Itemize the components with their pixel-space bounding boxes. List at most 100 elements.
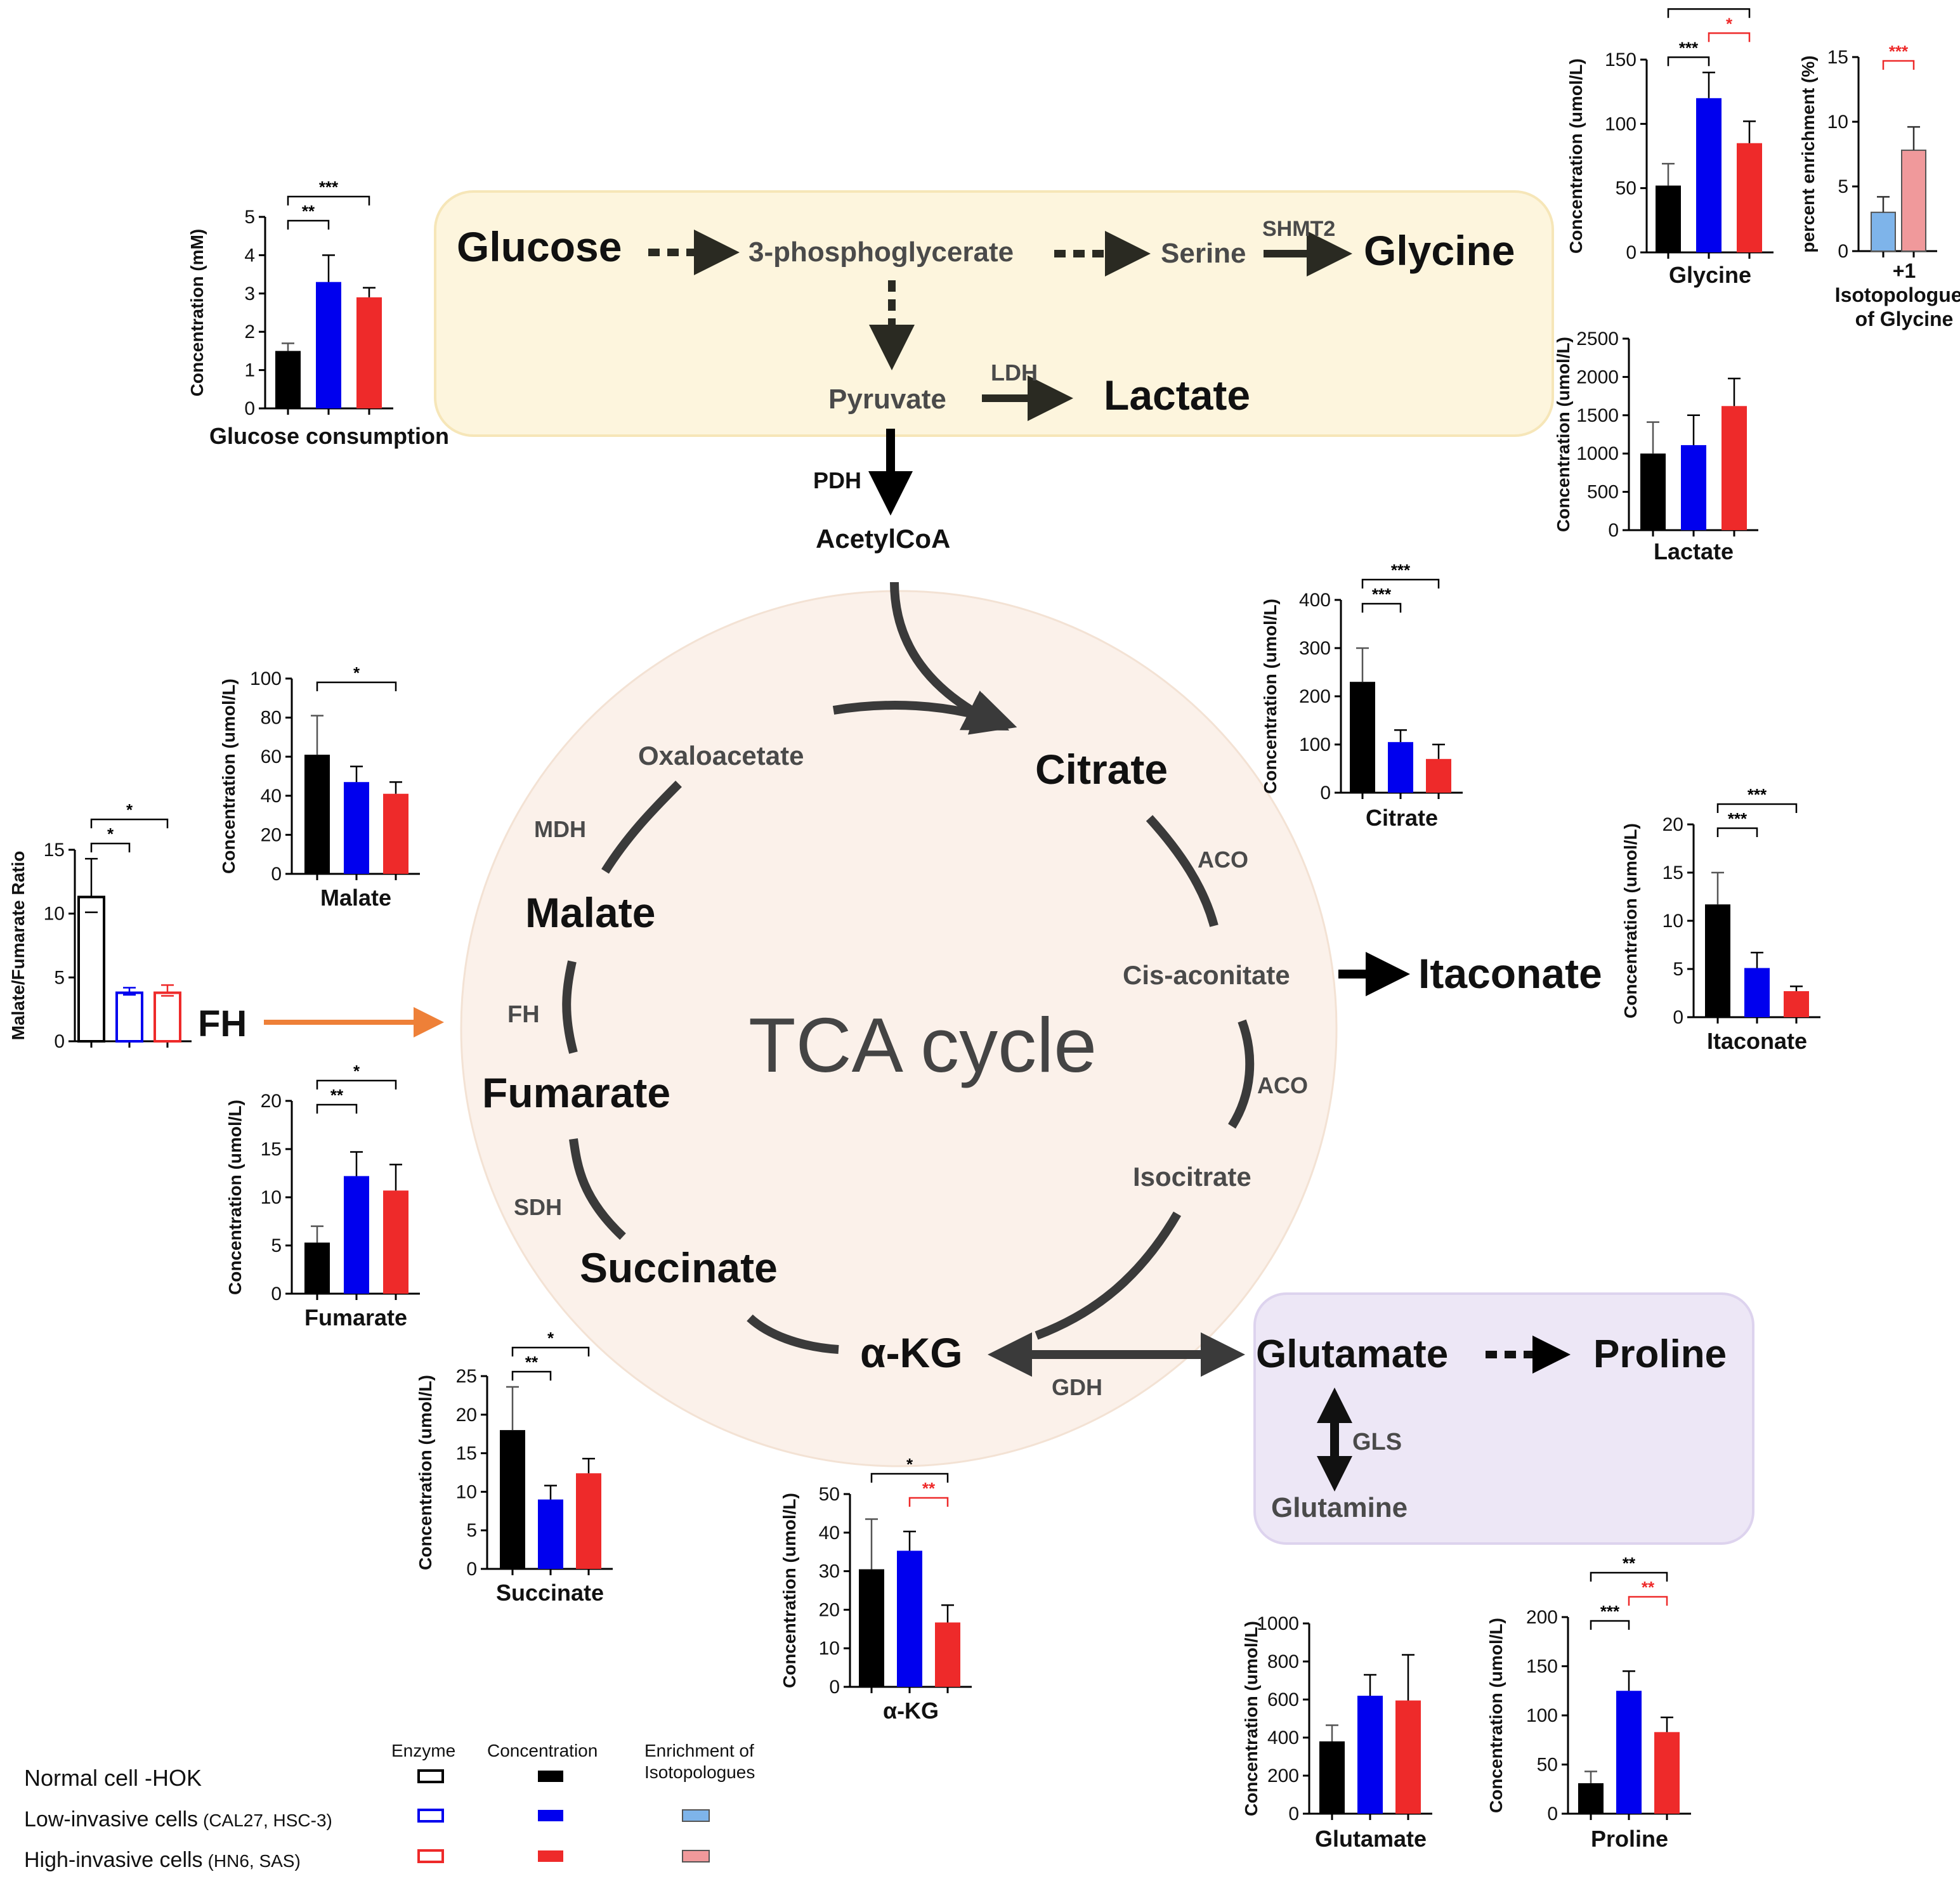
legend-row-high-cells: (HN6, SAS) xyxy=(208,1851,301,1871)
proline-sig-bracket xyxy=(1628,1596,1668,1606)
legend-row-high: High-invasive cells (HN6, SAS) xyxy=(24,1848,301,1872)
malate-sig-bracket xyxy=(316,681,397,691)
legend-swatch-high-enzyme xyxy=(417,1849,444,1863)
fumarate-y-tick-label: 20 xyxy=(261,1091,282,1112)
glycine-sig-bracket xyxy=(1667,8,1751,18)
label-lactate: Lactate xyxy=(1104,372,1250,419)
itaconate-sig-label: *** xyxy=(1748,785,1767,804)
label-malate: Malate xyxy=(525,889,655,936)
citrate-sig-bracket xyxy=(1361,578,1440,588)
malate-sig-label: * xyxy=(353,663,360,682)
label-citrate: Citrate xyxy=(1035,746,1168,793)
proline-bar-0 xyxy=(1578,1783,1604,1814)
ratio-bar-1 xyxy=(115,991,143,1043)
malate-bar-1 xyxy=(344,782,369,874)
ratio-bar-2 xyxy=(154,991,181,1043)
lactate-bar-1 xyxy=(1681,445,1706,530)
akg-sig-label: * xyxy=(906,1455,913,1474)
glutamate-y-label: Concentration (umol/L) xyxy=(1241,1621,1261,1816)
akg-bar-2 xyxy=(935,1622,960,1687)
ratio-y-label: Malate/Fumarate Ratio xyxy=(8,851,28,1041)
citrate-y-tick-label: 100 xyxy=(1299,734,1331,755)
citrate-bar-2 xyxy=(1426,758,1451,793)
ratio-bar-0 xyxy=(77,895,105,1043)
glucose-y-tick-label: 2 xyxy=(244,322,255,342)
label-fumarate: Fumarate xyxy=(482,1069,670,1116)
itaconate-bar-2 xyxy=(1784,991,1809,1017)
proline-sig-bracket xyxy=(1590,1620,1630,1630)
fumarate-sig-label: * xyxy=(353,1062,360,1081)
akg-sig-bracket xyxy=(908,1497,949,1507)
itaconate-sig-bracket xyxy=(1716,803,1798,813)
glycine_iso-title-line: Isotopologues xyxy=(1835,283,1960,306)
label-succinate: Succinate xyxy=(580,1244,778,1291)
chart-glycine-isotopologues: 0 5 10 15 *** percent enrichment (%) +1Isotopo… xyxy=(1798,42,1960,330)
glycine_iso-y-tick-label: 10 xyxy=(1827,112,1848,133)
glycine-y-tick-label: 100 xyxy=(1605,114,1637,134)
proline-sig-bracket xyxy=(1590,1571,1668,1582)
legend-col-enrichment-2: Isotopologues xyxy=(644,1762,755,1782)
legend-row-normal: Normal cell -HOK xyxy=(24,1765,202,1791)
lactate-y-tick-label: 500 xyxy=(1587,482,1619,503)
citrate-bar-0 xyxy=(1350,682,1375,793)
glutamate-y-tick-label: 800 xyxy=(1267,1651,1299,1672)
malate-bar-0 xyxy=(304,755,330,874)
chart-itaconate: 0 5 10 15 20 ****** Concentration (umol/L) Itac… xyxy=(1621,785,1820,1054)
succinate-sig-bracket xyxy=(511,1346,590,1357)
succinate-bar-2 xyxy=(576,1473,601,1569)
citrate-sig-label: *** xyxy=(1391,561,1411,580)
ratio-sig-bracket xyxy=(90,818,169,829)
proline-y-tick-label: 50 xyxy=(1537,1755,1558,1776)
akg-sig-bracket xyxy=(870,1473,949,1483)
malate-y-tick-label: 100 xyxy=(250,668,282,689)
proline-sig-label: ** xyxy=(1642,1578,1655,1597)
glycine_iso-title-line: +1 xyxy=(1893,259,1916,282)
chart-malate: 0 20 40 60 80 100 * Concentration (umol/L) Malat… xyxy=(219,663,420,911)
label-gdh: GDH xyxy=(1052,1374,1102,1400)
glucose-y-tick-label: 5 xyxy=(244,207,255,228)
glucose-y-label: Concentration (mM) xyxy=(187,229,207,396)
label-glutamate: Glutamate xyxy=(1256,1332,1448,1376)
glycine_iso-sig-bracket xyxy=(1882,60,1915,70)
glycine_iso-y-tick-label: 15 xyxy=(1827,47,1848,68)
malate-bar-2 xyxy=(383,793,408,874)
glucose-y-tick-label: 3 xyxy=(244,283,255,304)
succinate-y-tick-label: 20 xyxy=(456,1405,477,1426)
citrate-sig-bracket xyxy=(1361,602,1402,613)
succinate-sig-label: ** xyxy=(525,1353,539,1372)
malate-y-tick-label: 20 xyxy=(261,824,282,845)
akg-bar-1 xyxy=(897,1551,922,1687)
glycine-sig-label: * xyxy=(1726,14,1733,33)
glutamate-y-tick-label: 200 xyxy=(1267,1765,1299,1786)
itaconate-sig-bracket xyxy=(1716,827,1758,837)
arc-oaa-to-citrate xyxy=(832,692,1017,735)
succinate-y-tick-label: 10 xyxy=(456,1481,477,1502)
akg-sig-label: ** xyxy=(922,1479,936,1498)
glucose-sig-bracket xyxy=(287,195,370,205)
akg-y-tick-label: 20 xyxy=(819,1599,840,1620)
label-itaconate: Itaconate xyxy=(1418,950,1602,997)
akg-y-tick-label: 0 xyxy=(829,1677,840,1698)
label-akg: α-KG xyxy=(860,1329,963,1376)
akg-y-tick-label: 40 xyxy=(819,1523,840,1544)
succinate-y-label: Concentration (umol/L) xyxy=(415,1375,435,1570)
label-fh-enzyme: FH xyxy=(507,1001,540,1028)
label-acetylcoa: AcetylCoA xyxy=(816,524,950,554)
arc-citrate-to-cis-aconitate xyxy=(1146,815,1218,927)
lactate-y-tick-label: 0 xyxy=(1608,520,1619,541)
fumarate-sig-label: ** xyxy=(330,1086,344,1105)
succinate-bar-0 xyxy=(500,1430,525,1569)
glycine-y-tick-label: 0 xyxy=(1626,242,1637,263)
legend-row-high-label: High-invasive cells xyxy=(24,1848,203,1872)
proline-y-tick-label: 100 xyxy=(1526,1705,1558,1726)
lactate-bar-2 xyxy=(1722,406,1747,530)
succinate-y-tick-label: 25 xyxy=(456,1366,477,1387)
label-oxaloacetate: Oxaloacetate xyxy=(638,741,804,770)
label-glucose: Glucose xyxy=(457,223,622,270)
glycine-bar-2 xyxy=(1737,143,1762,252)
arc-malate-to-oaa xyxy=(601,781,682,874)
